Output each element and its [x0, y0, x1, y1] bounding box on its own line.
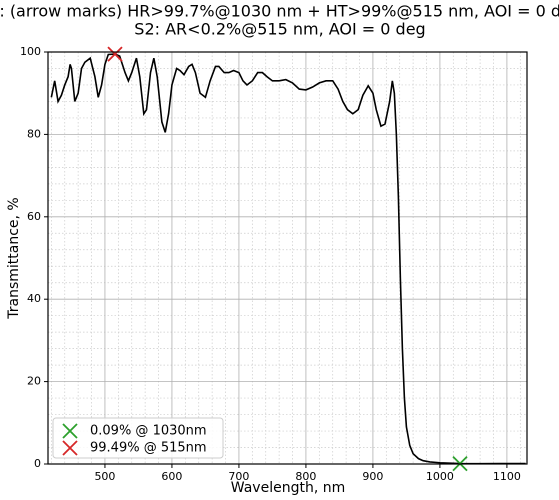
- legend-label: 99.49% @ 515nm: [90, 441, 207, 456]
- plot-frame: [47, 51, 528, 465]
- x-tick-label: 500: [94, 470, 115, 483]
- x-tick-label: 900: [362, 470, 383, 483]
- legend-box: [52, 417, 224, 459]
- x-tick-label: 1100: [493, 470, 521, 483]
- y-axis-label: Transmittance, %: [6, 197, 22, 319]
- y-tick-label: 20: [27, 375, 41, 388]
- chart-subtitle: S2: AR<0.2%@515 nm, AOI = 0 deg: [134, 20, 425, 39]
- marker: [107, 46, 123, 62]
- y-tick-label: 80: [27, 127, 41, 140]
- x-tick-label: 800: [295, 470, 316, 483]
- legend-marker: [62, 440, 78, 456]
- x-tick-label: 700: [228, 470, 249, 483]
- x-tick-label: 600: [161, 470, 182, 483]
- line-series: [50, 53, 526, 465]
- legend-label: 0.09% @ 1030nm: [90, 424, 207, 439]
- y-tick-label: 0: [34, 457, 41, 470]
- x-tick-label: 1000: [426, 470, 454, 483]
- chart-title: S1: (arrow marks) HR>99.7%@1030 nm + HT>…: [0, 2, 559, 21]
- y-tick-label: 60: [27, 210, 41, 223]
- legend-marker: [62, 423, 78, 439]
- y-tick-label: 40: [27, 292, 41, 305]
- y-tick-label: 100: [20, 45, 41, 58]
- x-axis-label: Wavelength, nm: [231, 480, 345, 496]
